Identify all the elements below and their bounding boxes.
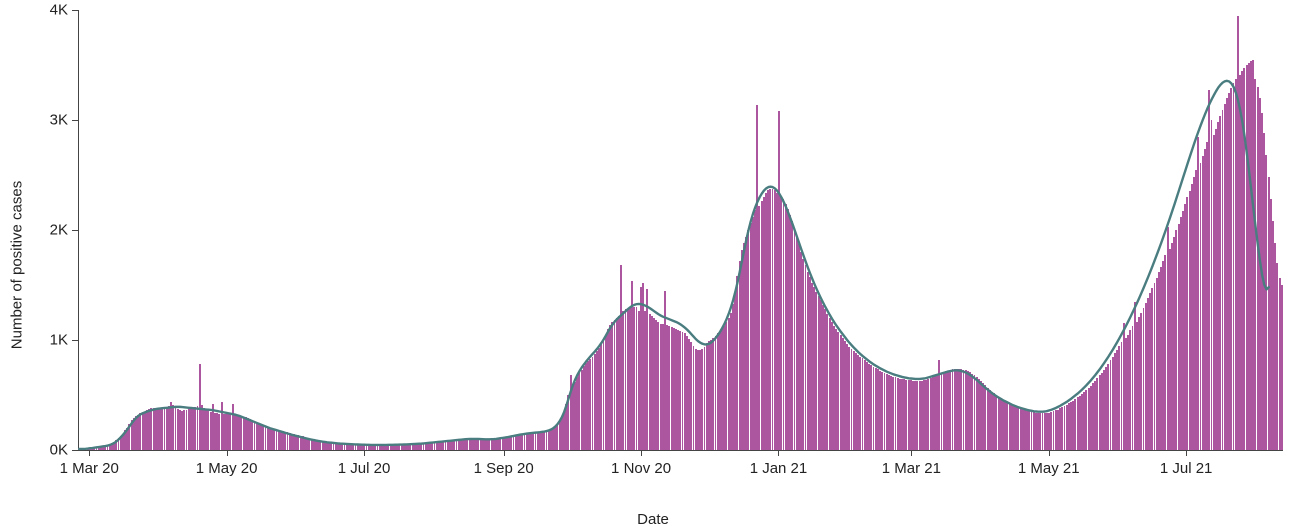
y-tick-label: 2K bbox=[38, 222, 68, 239]
y-tick-label: 4K bbox=[38, 2, 68, 19]
data-bar bbox=[1281, 285, 1283, 450]
x-tick-label: 1 Jan 21 bbox=[750, 460, 808, 477]
x-tick-label: 1 Jul 21 bbox=[1160, 460, 1213, 477]
x-tick-label: 1 Nov 20 bbox=[611, 460, 671, 477]
y-tick-label: 0K bbox=[38, 442, 68, 459]
cases-time-series-chart: Number of positive cases Date 0K1K2K3K4K… bbox=[0, 0, 1306, 530]
plot-area: 0K1K2K3K4K1 Mar 201 May 201 Jul 201 Sep … bbox=[78, 10, 1283, 450]
x-tick-label: 1 Sep 20 bbox=[474, 460, 534, 477]
x-axis-label: Date bbox=[637, 511, 669, 528]
y-tick-label: 1K bbox=[38, 332, 68, 349]
x-tick-label: 1 Mar 21 bbox=[882, 460, 941, 477]
x-tick-label: 1 Jul 20 bbox=[338, 460, 391, 477]
y-axis-label: Number of positive cases bbox=[8, 181, 25, 349]
y-tick-label: 3K bbox=[38, 112, 68, 129]
x-tick-label: 1 Mar 20 bbox=[60, 460, 119, 477]
x-tick-label: 1 May 21 bbox=[1018, 460, 1080, 477]
x-tick-label: 1 May 20 bbox=[196, 460, 258, 477]
